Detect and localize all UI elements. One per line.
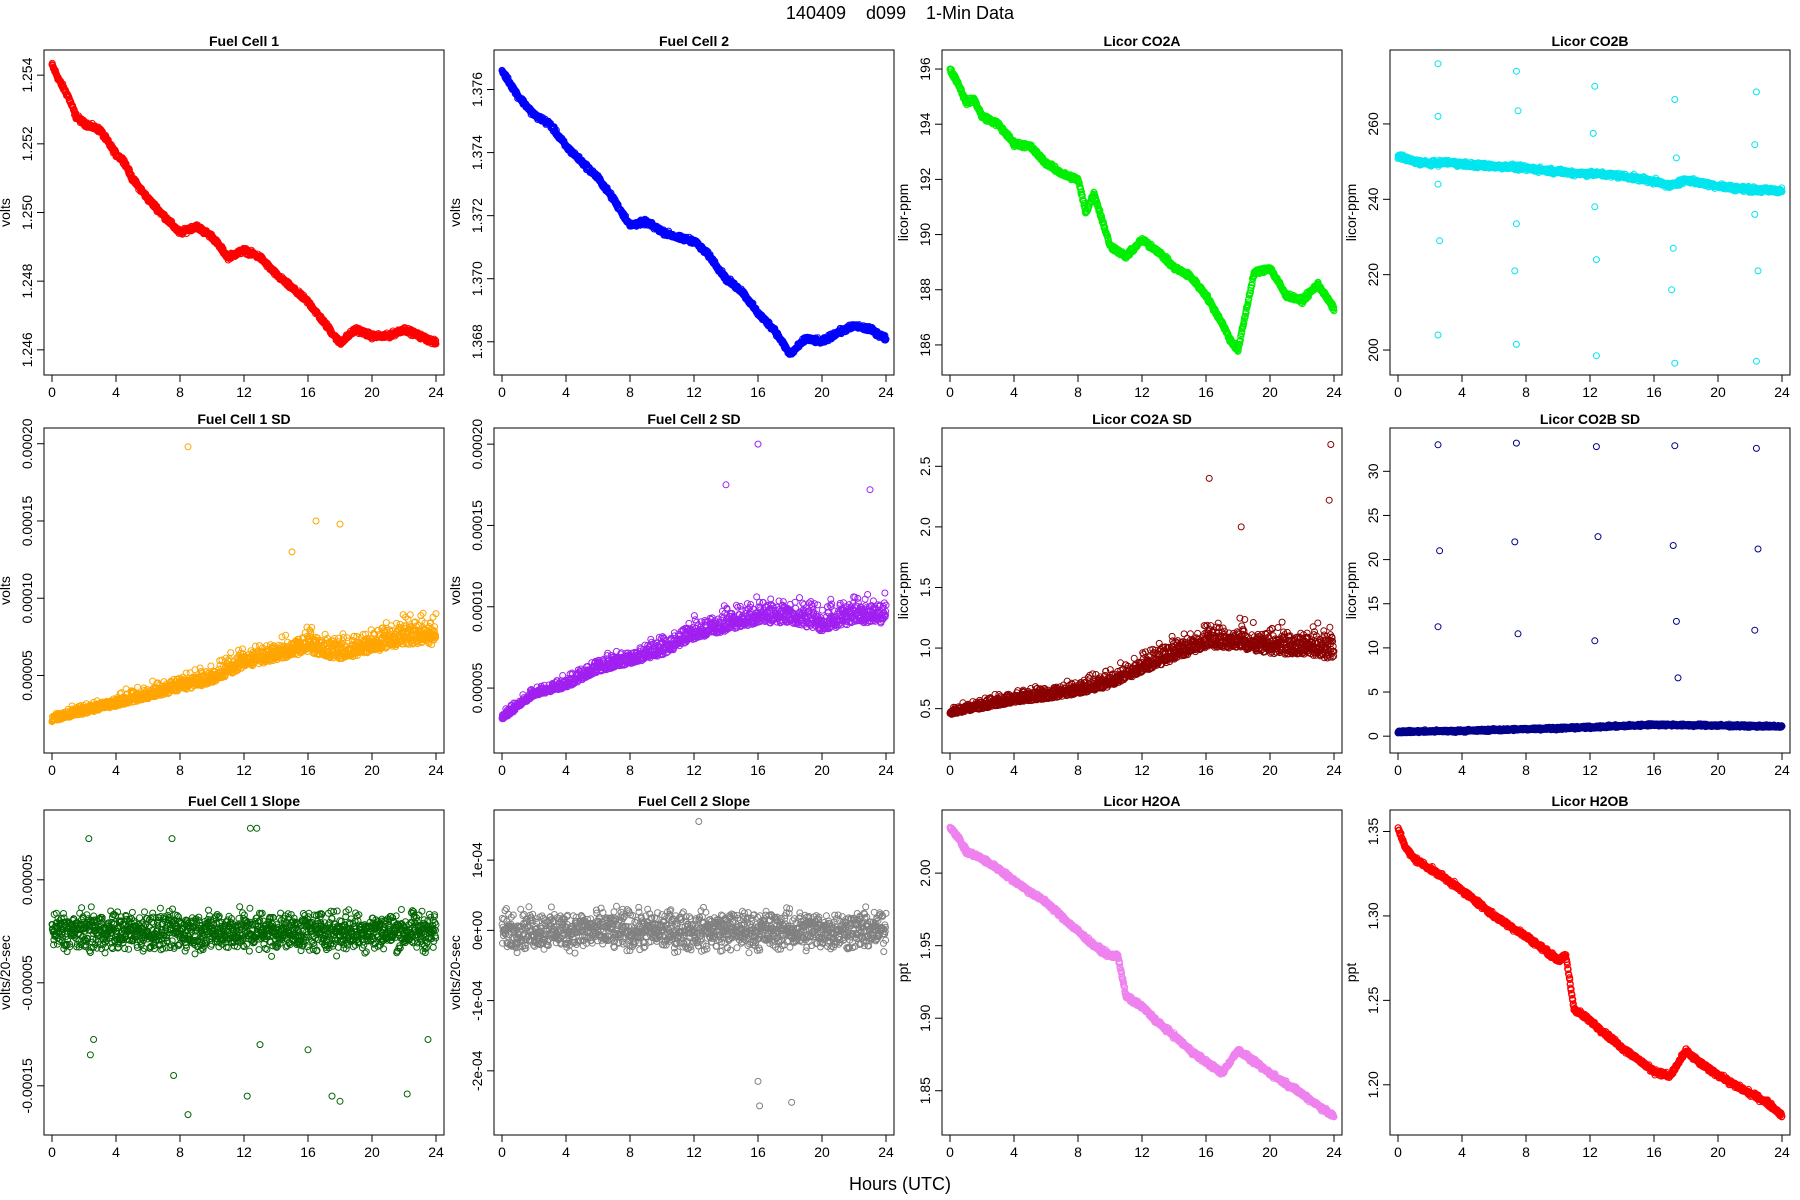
panel-title: Fuel Cell 2 — [659, 33, 729, 49]
data-points — [48, 59, 440, 348]
x-tick-label: 16 — [1198, 384, 1214, 400]
y-tick-label: 188 — [917, 278, 933, 302]
x-tick-label: 8 — [1522, 384, 1530, 400]
plot-frame — [941, 49, 1343, 376]
y-tick-label: 1.250 — [19, 195, 35, 230]
y-tick-label: 1.254 — [19, 57, 35, 92]
data-points — [498, 66, 890, 358]
y-tick-label: 1.246 — [19, 332, 35, 367]
data-points — [1394, 60, 1786, 367]
panel-1: Fuel Cell 2 volts 0 4 8 12 16 20 24 1.368 1.370 1.3… — [447, 33, 895, 400]
x-tick-label: 20 — [1262, 384, 1278, 400]
panel-0: Fuel Cell 1 volts 0 4 8 12 16 20 24 1.246 1.248 1.2… — [0, 33, 445, 400]
x-tick-label: 20 — [364, 384, 380, 400]
x-tick-label: 0 — [498, 384, 506, 400]
panel-3: Licor CO2B licor-ppm 0 4 8 12 16 20 24 200 220 240 2… — [1343, 33, 1791, 400]
y-tick-label: 240 — [1365, 187, 1381, 211]
y-tick-label: 200 — [1365, 338, 1381, 362]
y-tick-label: 196 — [917, 57, 933, 81]
x-tick-label: 12 — [686, 384, 702, 400]
figure-title: 140409 d099 1-Min Data — [786, 3, 1015, 23]
figure-xlabel: Hours (UTC) — [849, 1174, 951, 1194]
y-tick-label: 1.368 — [469, 324, 485, 359]
x-tick-label: 4 — [112, 384, 120, 400]
y-tick-label: 1.372 — [469, 198, 485, 233]
y-tick-label: 1.370 — [469, 261, 485, 296]
x-tick-label: 4 — [1010, 384, 1018, 400]
x-tick-label: 16 — [300, 384, 316, 400]
x-tick-label: 0 — [946, 384, 954, 400]
x-tick-label: 16 — [750, 384, 766, 400]
x-tick-label: 20 — [1710, 384, 1726, 400]
x-tick-label: 0 — [48, 384, 56, 400]
y-axis-label: licor-ppm — [1343, 184, 1359, 242]
x-tick-label: 24 — [1774, 384, 1790, 400]
x-tick-label: 24 — [878, 384, 894, 400]
x-tick-label: 8 — [626, 384, 634, 400]
data-point — [125, 166, 133, 174]
y-axis-label: licor-ppm — [895, 184, 911, 242]
y-tick-label: 192 — [917, 168, 933, 192]
x-tick-label: 12 — [1582, 384, 1598, 400]
y-tick-label: 186 — [917, 333, 933, 357]
x-tick-label: 12 — [1134, 384, 1150, 400]
x-tick-label: 4 — [1458, 384, 1466, 400]
y-tick-label: 260 — [1365, 112, 1381, 136]
plot-frame — [493, 49, 895, 376]
x-tick-label: 0 — [1394, 384, 1402, 400]
panel-title: Licor CO2A — [1103, 33, 1180, 49]
x-tick-label: 8 — [1074, 384, 1082, 400]
x-tick-label: 24 — [428, 384, 444, 400]
panel-2: Licor CO2A licor-ppm 0 4 8 12 16 20 24 186 188 190 1… — [895, 33, 1343, 400]
y-tick-label: 1.252 — [19, 126, 35, 161]
y-tick-label: 1.374 — [469, 135, 485, 170]
x-tick-label: 8 — [176, 384, 184, 400]
y-tick-label: 220 — [1365, 263, 1381, 287]
panel-title: Fuel Cell 1 — [209, 33, 279, 49]
data-points — [946, 65, 1338, 355]
panels: Fuel Cell 1 volts 0 4 8 12 16 20 24 1.246 1.248 1.2… — [0, 33, 1791, 1160]
y-tick-label: 190 — [917, 223, 933, 247]
y-tick-label: 1.248 — [19, 263, 35, 298]
x-tick-label: 24 — [1326, 384, 1342, 400]
panel-title: Licor CO2B — [1551, 33, 1628, 49]
y-tick-label: 194 — [917, 112, 933, 136]
x-tick-label: 4 — [562, 384, 570, 400]
y-tick-label: 1.376 — [469, 72, 485, 107]
x-tick-label: 20 — [814, 384, 830, 400]
x-tick-label: 16 — [1646, 384, 1662, 400]
x-tick-label: 12 — [236, 384, 252, 400]
y-axis-label: volts — [447, 198, 463, 227]
y-axis-label: volts — [0, 198, 13, 227]
plot-frame — [43, 49, 445, 376]
